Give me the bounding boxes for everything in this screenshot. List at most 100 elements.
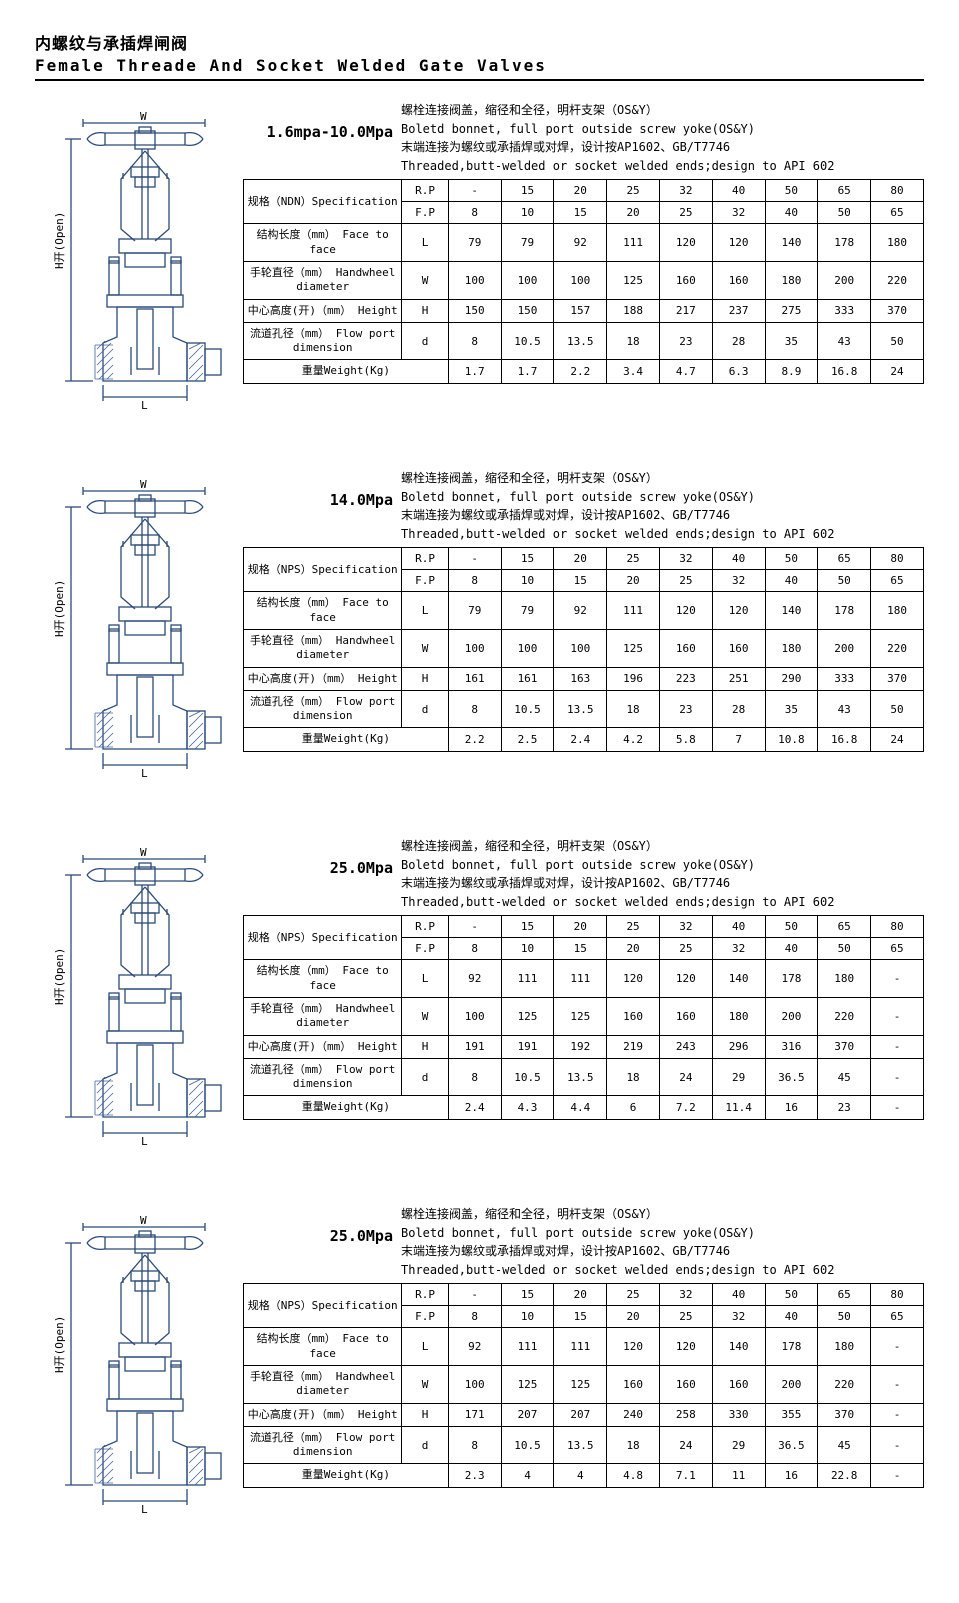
table-row: 重量Weight(Kg)1.71.72.23.44.76.38.916.824 [244, 360, 924, 383]
face-to-face-label: 结构长度（mm） Face to face [244, 1328, 402, 1366]
value-cell: 45 [818, 1426, 871, 1464]
value-cell: - [448, 548, 501, 570]
value-cell: 92 [554, 592, 607, 630]
table-row: 重量Weight(Kg)2.44.34.467.211.41623- [244, 1096, 924, 1119]
value-cell: 240 [607, 1403, 660, 1426]
value-cell: 92 [448, 1328, 501, 1366]
value-cell: 8 [448, 570, 501, 592]
height-label: 中心高度(开)（mm） Height [244, 667, 402, 690]
rp-label: R.P [402, 180, 448, 202]
value-cell: 160 [712, 629, 765, 667]
value-cell: 100 [448, 997, 501, 1035]
value-cell: 25 [659, 938, 712, 960]
table-row: 手轮直径（mm） Handwheel diameterW100125125160… [244, 997, 924, 1035]
value-cell: 3.4 [607, 360, 660, 383]
value-cell: 40 [712, 916, 765, 938]
value-cell: 10.5 [501, 1058, 554, 1096]
value-cell: 32 [659, 180, 712, 202]
value-cell: 18 [607, 1058, 660, 1096]
value-cell: 100 [554, 629, 607, 667]
value-cell: 29 [712, 1058, 765, 1096]
dim-l: L [141, 1503, 148, 1516]
table-row: 手轮直径（mm） Handwheel diameterW100100100125… [244, 629, 924, 667]
value-cell: 16 [765, 1464, 818, 1487]
value-cell: 10.5 [501, 1426, 554, 1464]
value-cell: 35 [765, 690, 818, 728]
fp-label: F.P [402, 202, 448, 224]
value-cell: 65 [818, 180, 871, 202]
value-cell: 7 [712, 728, 765, 751]
value-cell: 2.5 [501, 728, 554, 751]
value-cell: 20 [554, 548, 607, 570]
flow-port-symbol: d [402, 322, 448, 360]
value-cell: 180 [818, 1328, 871, 1366]
value-cell: 40 [712, 180, 765, 202]
value-cell: 92 [554, 224, 607, 262]
value-cell: 65 [818, 1284, 871, 1306]
value-cell: 16.8 [818, 360, 871, 383]
dim-h: H开(Open) [53, 948, 66, 1005]
value-cell: - [448, 916, 501, 938]
value-cell: 65 [818, 548, 871, 570]
value-cell: 7.1 [659, 1464, 712, 1487]
height-label: 中心高度(开)（mm） Height [244, 1035, 402, 1058]
value-cell: 160 [712, 1365, 765, 1403]
dim-w: W [140, 478, 147, 491]
value-cell: 6.3 [712, 360, 765, 383]
value-cell: 15 [501, 180, 554, 202]
value-cell: 65 [871, 1306, 924, 1328]
pressure-rating: 14.0Mpa [243, 469, 401, 509]
dim-l: L [141, 1135, 148, 1148]
value-cell: 200 [818, 629, 871, 667]
handwheel-label: 手轮直径（mm） Handwheel diameter [244, 1365, 402, 1403]
value-cell: 220 [818, 997, 871, 1035]
value-cell: 50 [765, 1284, 818, 1306]
value-cell: 111 [607, 592, 660, 630]
value-cell: 25 [659, 1306, 712, 1328]
value-cell: 150 [448, 299, 501, 322]
value-cell: - [871, 960, 924, 998]
value-cell: 23 [659, 322, 712, 360]
value-cell: 125 [607, 261, 660, 299]
value-cell: 20 [607, 202, 660, 224]
height-label: 中心高度(开)（mm） Height [244, 1403, 402, 1426]
value-cell: 150 [501, 299, 554, 322]
value-cell: 163 [554, 667, 607, 690]
diagram-column: W [35, 101, 235, 419]
spec-block: W [35, 469, 924, 787]
value-cell: 140 [712, 1328, 765, 1366]
value-cell: 50 [871, 690, 924, 728]
value-cell: 111 [501, 960, 554, 998]
value-cell: 10 [501, 570, 554, 592]
value-cell: 43 [818, 322, 871, 360]
value-cell: 191 [448, 1035, 501, 1058]
value-cell: 40 [765, 1306, 818, 1328]
spec-block: W [35, 101, 924, 419]
value-cell: 20 [554, 916, 607, 938]
table-row: 规格（NDN）SpecificationR.P-1520253240506580 [244, 180, 924, 202]
value-cell: 15 [501, 916, 554, 938]
value-cell: 13.5 [554, 690, 607, 728]
table-row: 流道孔径（mm） Flow port dimensiond810.513.518… [244, 322, 924, 360]
value-cell: 180 [818, 960, 871, 998]
spec-label: 规格（NPS）Specification [244, 916, 402, 960]
value-cell: 180 [871, 592, 924, 630]
value-cell: 15 [554, 202, 607, 224]
value-cell: 120 [607, 960, 660, 998]
value-cell: 80 [871, 1284, 924, 1306]
description-lines: 螺栓连接阀盖，缩径和全径，明杆支架（OS&Y）Boletd bonnet, fu… [401, 1205, 834, 1279]
fp-label: F.P [402, 570, 448, 592]
value-cell: 2.3 [448, 1464, 501, 1487]
value-cell: 15 [554, 570, 607, 592]
value-cell: 23 [659, 690, 712, 728]
value-cell: 15 [554, 938, 607, 960]
value-cell: 10 [501, 202, 554, 224]
value-cell: - [448, 180, 501, 202]
dim-w: W [140, 846, 147, 859]
flow-port-symbol: d [402, 1426, 448, 1464]
value-cell: 79 [448, 224, 501, 262]
value-cell: 220 [871, 629, 924, 667]
value-cell: 20 [607, 1306, 660, 1328]
height-symbol: H [402, 299, 448, 322]
page-title-en: Female Threade And Socket Welded Gate Va… [35, 56, 924, 75]
